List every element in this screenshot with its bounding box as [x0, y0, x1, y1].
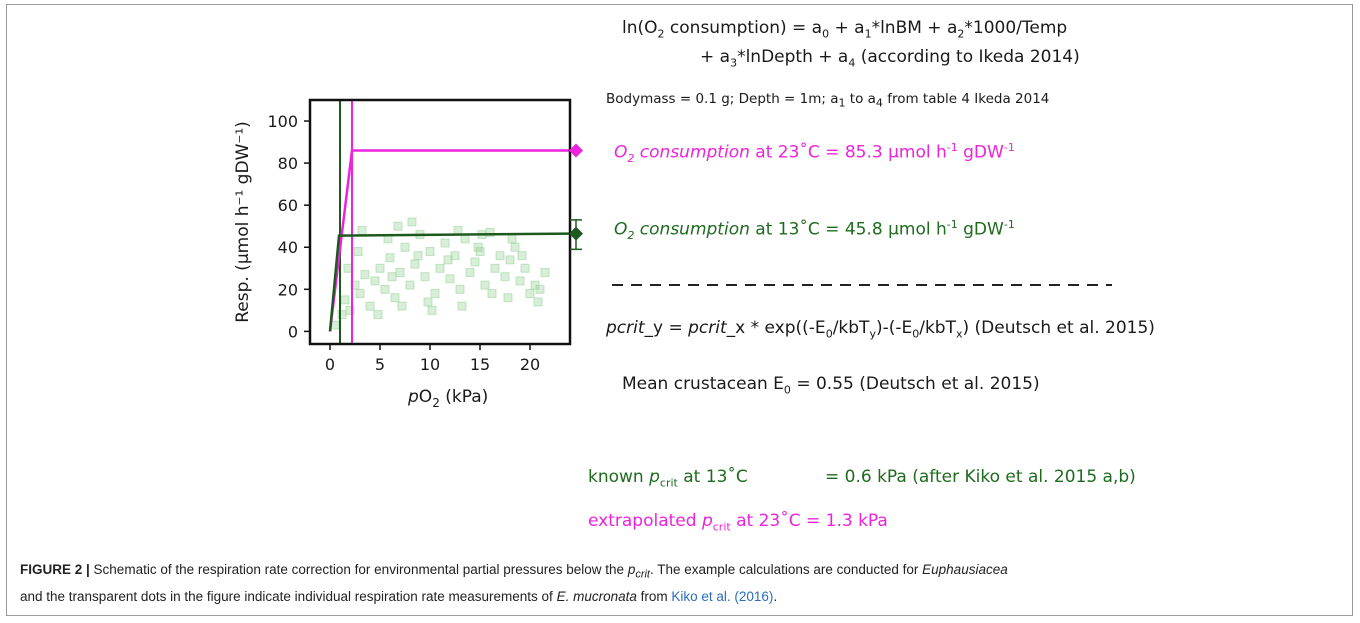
extrapolated-pcrit: extrapolated pcrit at 23˚C = 1.3 kPa [588, 511, 888, 534]
scatter-point [525, 289, 535, 299]
scatter-point [365, 301, 375, 311]
scatter-point [400, 242, 410, 252]
bodymass-note: Bodymass = 0.1 g; Depth = 1m; a1 to a4 f… [606, 91, 1050, 110]
scatter-point [495, 251, 505, 261]
scatter-point [420, 272, 430, 282]
scatter-point [535, 284, 545, 294]
y-tick-label: 100 [267, 112, 298, 131]
figure-frame [6, 4, 1353, 616]
known-pcrit-value: = 0.6 kPa (after Kiko et al. 2015 a,b) [825, 467, 1136, 487]
x-tick-label: 20 [520, 355, 540, 374]
marker-layer [569, 143, 583, 251]
value-marker [569, 143, 583, 158]
scatter-point [375, 263, 385, 273]
scatter-point [503, 293, 513, 303]
x-tick-label: 5 [375, 355, 385, 374]
scatter-point [343, 263, 353, 273]
known-pcrit-label: known pcrit at 13˚C [588, 467, 748, 490]
citation-link[interactable]: Kiko et al. (2016) [671, 588, 774, 604]
scatter-point [533, 297, 543, 307]
scatter-point [340, 295, 350, 305]
scatter-point [345, 305, 355, 315]
scatter-point [473, 242, 483, 252]
o2-consumption-23: O2 consumption at 23˚C = 85.3 µmol h-1 g… [614, 141, 1015, 166]
tick-layer: 0 5 10 15 20 0 20 40 60 80 100 [267, 112, 540, 374]
scatter-point [425, 246, 435, 256]
scatter-point [413, 251, 423, 261]
scatter-point [353, 246, 363, 256]
scatter-point [540, 267, 550, 277]
y-tick-label: 20 [278, 280, 298, 299]
scatter-point [407, 217, 417, 227]
plot-frame [308, 98, 572, 346]
chart-svg: 0 5 10 15 20 0 20 40 60 80 100 Resp. (µmol h⁻¹ gDW… [233, 98, 1112, 410]
x-axis-label-o: O [419, 387, 432, 407]
o2-consumption-13: O2 consumption at 13˚C = 45.8 µmol h-1 g… [614, 218, 1015, 243]
scatter-point [490, 263, 500, 273]
scatter-point [443, 255, 453, 265]
scatter-point [360, 270, 370, 280]
scatter-point [457, 301, 467, 311]
x-axis-label-unit: (kPa) [440, 387, 488, 407]
scatter-point [455, 284, 465, 294]
scatter-point [435, 263, 445, 273]
mean-e0-note: Mean crustacean E0 = 0.55 (Deutsch et al… [622, 374, 1040, 397]
scatter-point [453, 225, 463, 235]
y-tick-label: 60 [278, 196, 298, 215]
scatter-point [510, 242, 520, 252]
y-tick-label: 0 [288, 322, 298, 341]
x-tick-label: 0 [325, 355, 335, 374]
scatter-point [487, 289, 497, 299]
y-axis-label: Resp. (µmol h⁻¹ gDW⁻¹) [233, 121, 253, 323]
scatter-point [517, 251, 527, 261]
scatter-point [460, 234, 470, 244]
scatter-point [380, 284, 390, 294]
scatter-point [430, 289, 440, 299]
scatter-point [465, 267, 475, 277]
scatter-point [445, 274, 455, 284]
scatter-point [500, 272, 510, 282]
scatter-point [427, 305, 437, 315]
scatter-point [373, 310, 383, 320]
scatter-point [520, 263, 530, 273]
scatter-point [410, 259, 420, 269]
x-tick-label: 10 [420, 355, 440, 374]
respiration-curve [328, 149, 570, 332]
y-tick-label: 40 [278, 238, 298, 257]
x-axis-label-sub: 2 [432, 396, 440, 410]
respiration-curve [328, 232, 571, 332]
scatter-point [387, 272, 397, 282]
scatter-point [390, 293, 400, 303]
scatter-point [395, 267, 405, 277]
pcrit-formula: pcrit_y = pcrit_x * exp((-E0/kbTy)-(-E0/… [606, 318, 1155, 341]
scatter-point [393, 221, 403, 231]
y-tick-label: 80 [278, 154, 298, 173]
scatter-point [440, 238, 450, 248]
scatter-point [397, 301, 407, 311]
equation-line-1: ln(O2 consumption) = a0 + a1*lnBM + a2*1… [622, 18, 1068, 41]
scatter-point [470, 257, 480, 267]
scatter-point [370, 276, 380, 286]
equation-line-2: + a3*lnDepth + a4 (according to Ikeda 20… [700, 47, 1080, 70]
x-tick-label: 15 [470, 355, 490, 374]
figure-caption: FIGURE 2 | Schematic of the respiration … [20, 562, 1008, 604]
scatter-point [423, 297, 433, 307]
x-axis-label-italic: p [407, 387, 419, 407]
line-layer [328, 100, 571, 344]
x-axis-label: pO2 (kPa) [407, 387, 488, 410]
scatter-point [405, 280, 415, 290]
value-marker [569, 226, 583, 241]
scatter-point [515, 276, 525, 286]
scatter-point [355, 289, 365, 299]
scatter-point [480, 280, 490, 290]
scatter-point [385, 253, 395, 263]
scatter-point [505, 255, 515, 265]
scatter-point [357, 225, 367, 235]
scatter-point [507, 234, 517, 244]
